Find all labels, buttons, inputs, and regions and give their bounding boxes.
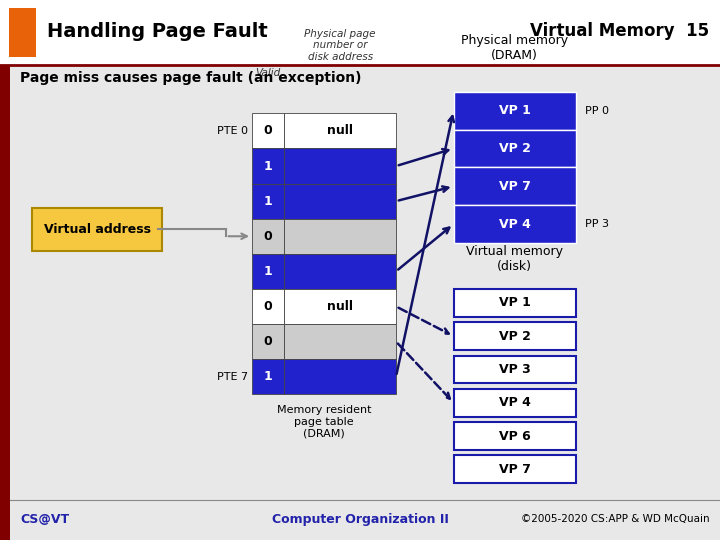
Text: PP 3: PP 3	[585, 219, 608, 229]
Text: ©2005-2020 CS:APP & WD McQuain: ©2005-2020 CS:APP & WD McQuain	[521, 515, 709, 524]
Text: 0: 0	[264, 300, 273, 313]
FancyBboxPatch shape	[284, 219, 396, 254]
FancyBboxPatch shape	[284, 324, 396, 359]
Text: Page miss causes page fault (an exception): Page miss causes page fault (an exceptio…	[20, 71, 361, 85]
FancyBboxPatch shape	[0, 0, 720, 65]
Text: VP 6: VP 6	[499, 429, 531, 443]
FancyBboxPatch shape	[284, 359, 396, 394]
Text: VP 2: VP 2	[499, 329, 531, 343]
Text: 0: 0	[264, 230, 273, 243]
Text: 1: 1	[264, 159, 273, 173]
FancyBboxPatch shape	[252, 184, 284, 219]
FancyBboxPatch shape	[454, 322, 576, 350]
FancyBboxPatch shape	[252, 113, 284, 148]
Text: 1: 1	[264, 194, 273, 208]
FancyBboxPatch shape	[454, 92, 576, 130]
Text: PTE 7: PTE 7	[217, 372, 248, 382]
FancyBboxPatch shape	[454, 389, 576, 417]
Text: 1: 1	[264, 370, 273, 383]
FancyBboxPatch shape	[284, 289, 396, 324]
Text: Physical page
number or
disk address: Physical page number or disk address	[305, 29, 376, 62]
FancyBboxPatch shape	[252, 289, 284, 324]
Text: VP 1: VP 1	[499, 104, 531, 117]
Text: VP 7: VP 7	[499, 180, 531, 193]
FancyBboxPatch shape	[10, 65, 720, 505]
FancyBboxPatch shape	[284, 254, 396, 289]
FancyBboxPatch shape	[454, 355, 576, 383]
FancyBboxPatch shape	[454, 167, 576, 205]
Text: 0: 0	[264, 335, 273, 348]
Text: VP 3: VP 3	[499, 363, 531, 376]
FancyBboxPatch shape	[252, 254, 284, 289]
Text: PP 0: PP 0	[585, 106, 608, 116]
Text: VP 1: VP 1	[499, 296, 531, 309]
FancyBboxPatch shape	[454, 205, 576, 243]
Text: Physical memory
(DRAM): Physical memory (DRAM)	[462, 34, 568, 62]
Text: Memory resident
page table
(DRAM): Memory resident page table (DRAM)	[276, 405, 372, 438]
Text: 1: 1	[264, 265, 273, 278]
Text: Handling Page Fault: Handling Page Fault	[47, 22, 268, 41]
FancyBboxPatch shape	[454, 422, 576, 450]
FancyBboxPatch shape	[454, 130, 576, 167]
Text: VP 2: VP 2	[499, 142, 531, 155]
Text: 0: 0	[264, 124, 273, 138]
Text: Virtual address: Virtual address	[44, 223, 150, 236]
FancyBboxPatch shape	[284, 148, 396, 184]
FancyBboxPatch shape	[284, 184, 396, 219]
Text: Computer Organization II: Computer Organization II	[271, 513, 449, 526]
FancyBboxPatch shape	[454, 455, 576, 483]
Text: VP 7: VP 7	[499, 463, 531, 476]
FancyBboxPatch shape	[252, 359, 284, 394]
FancyBboxPatch shape	[454, 289, 576, 317]
FancyBboxPatch shape	[0, 65, 10, 540]
Text: PTE 0: PTE 0	[217, 126, 248, 136]
FancyBboxPatch shape	[252, 219, 284, 254]
Text: VP 4: VP 4	[499, 396, 531, 409]
FancyBboxPatch shape	[252, 148, 284, 184]
Text: Valid: Valid	[256, 68, 281, 78]
Text: VP 4: VP 4	[499, 218, 531, 231]
Text: Virtual Memory  15: Virtual Memory 15	[530, 22, 709, 40]
FancyBboxPatch shape	[32, 208, 162, 251]
Text: Virtual memory
(disk): Virtual memory (disk)	[467, 245, 563, 273]
Text: CS@VT: CS@VT	[20, 513, 69, 526]
FancyBboxPatch shape	[284, 113, 396, 148]
FancyBboxPatch shape	[9, 8, 36, 57]
FancyBboxPatch shape	[252, 324, 284, 359]
Text: null: null	[327, 124, 354, 138]
Text: null: null	[327, 300, 354, 313]
